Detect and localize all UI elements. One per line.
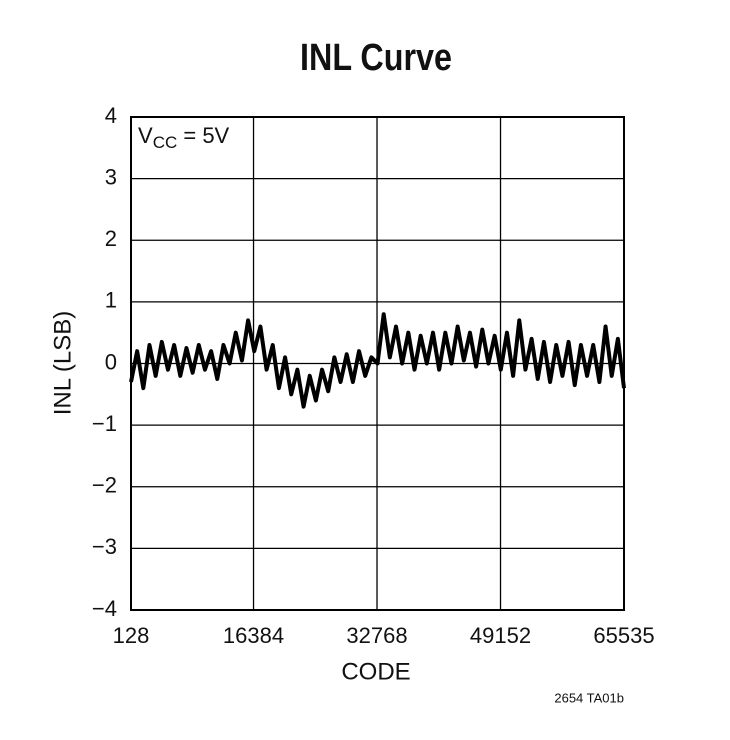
y-tick-label: 2	[105, 226, 117, 251]
annotation: VCC = 5V	[138, 123, 230, 153]
y-tick-label: −2	[92, 473, 117, 498]
y-tick-label: 4	[105, 103, 117, 128]
y-tick-label: −4	[92, 596, 117, 621]
y-tick-label: 0	[105, 349, 117, 374]
annotation-tail: = 5V	[177, 123, 229, 148]
y-tick-label: −3	[92, 534, 117, 559]
x-tick-label: 49152	[470, 623, 531, 648]
data-line	[129, 312, 626, 409]
chart-title: INL Curve	[300, 37, 452, 79]
x-tick-label: 65535	[593, 623, 654, 648]
y-tick-label: 1	[105, 288, 117, 313]
annotation-main: V	[138, 123, 153, 148]
annotation-sub: CC	[153, 133, 178, 152]
x-tick-label: 16384	[223, 623, 284, 648]
y-tick-label: −1	[92, 411, 117, 436]
x-tick-label: 32768	[346, 623, 407, 648]
x-tick-label: 128	[113, 623, 150, 648]
footnote: 2654 TA01b	[554, 690, 624, 705]
y-axis-label: INL (LSB)	[49, 311, 76, 415]
x-axis-label: CODE	[341, 658, 410, 685]
y-tick-label: 3	[105, 164, 117, 189]
plot-frame	[130, 116, 625, 611]
